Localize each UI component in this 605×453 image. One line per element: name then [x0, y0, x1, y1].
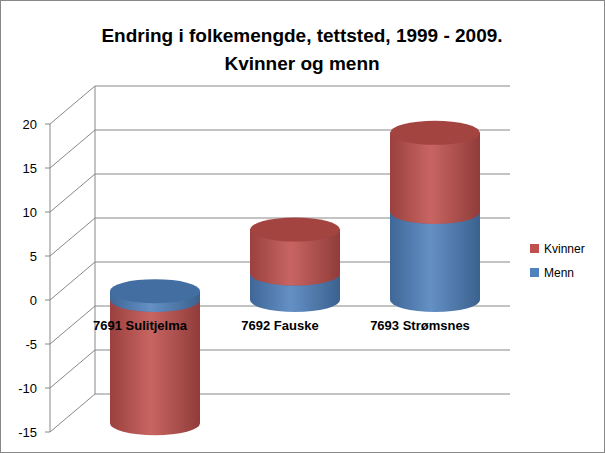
- y-tick: [45, 388, 50, 389]
- legend-label: Kvinner: [544, 242, 585, 256]
- y-tick-label: 20: [23, 117, 37, 132]
- back-wall-edge: [95, 86, 96, 394]
- cylinder-top: [250, 218, 340, 242]
- chart-container: Endring i folkemengde, tettsted, 1999 - …: [0, 0, 605, 453]
- y-axis-line: [50, 124, 51, 432]
- y-tick: [45, 168, 50, 169]
- bar-segment: [110, 279, 200, 312]
- cylinder-body: [390, 212, 480, 312]
- x-tick-label: 7691 Sulitjelma: [93, 318, 188, 333]
- bars: [110, 121, 480, 435]
- legend-swatch: [530, 268, 539, 277]
- bar-segment: [110, 288, 200, 435]
- y-tick-label: 10: [23, 205, 37, 220]
- y-tick: [45, 256, 50, 257]
- legend-label: Menn: [544, 266, 574, 280]
- x-tick-label: 7693 Strømsnes: [370, 318, 470, 333]
- y-tick: [45, 432, 50, 433]
- chart-svg: Endring i folkemengde, tettsted, 1999 - …: [0, 0, 605, 453]
- y-tick-label: 5: [30, 249, 37, 264]
- grid-line: [50, 86, 510, 124]
- bar-segment: [250, 218, 340, 286]
- subtitle: Kvinner og menn: [224, 53, 379, 74]
- y-tick: [45, 124, 50, 125]
- y-tick-label: -15: [18, 425, 37, 440]
- cylinder-top: [390, 121, 480, 145]
- y-tick: [45, 300, 50, 301]
- x-tick-label: 7692 Fauske: [241, 318, 318, 333]
- cylinder-top: [110, 279, 200, 303]
- y-tick-label: 0: [30, 293, 37, 308]
- chart-border: [1, 1, 605, 453]
- y-tick: [45, 212, 50, 213]
- legend: Kvinner Menn: [530, 242, 585, 280]
- y-tick-label: 15: [23, 161, 37, 176]
- y-tick-label: -10: [18, 381, 37, 396]
- y-tick: [45, 344, 50, 345]
- legend-swatch: [530, 244, 539, 253]
- bar-segment: [390, 121, 480, 224]
- title: Endring i folkemengde, tettsted, 1999 - …: [101, 25, 502, 46]
- cylinder-body: [390, 133, 480, 224]
- y-tick-label: -5: [25, 337, 37, 352]
